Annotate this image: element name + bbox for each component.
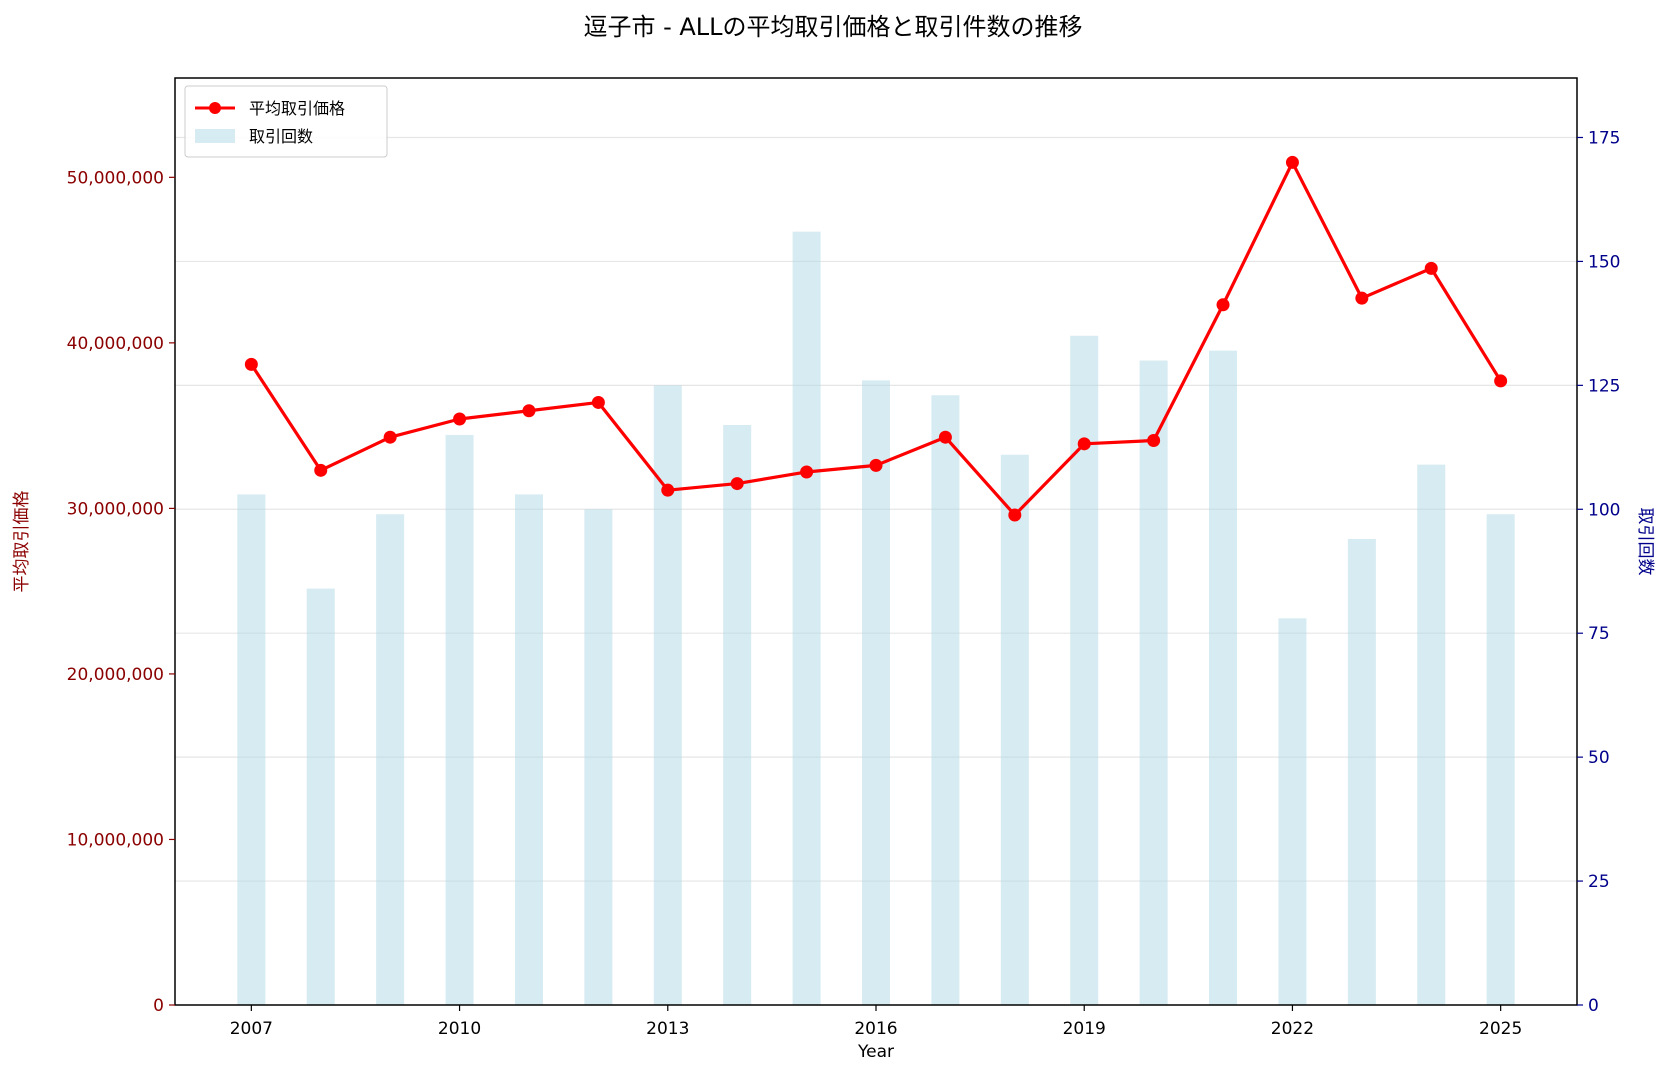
y-right-tick-label: 75 [1588,624,1610,644]
legend-label-count: 取引回数 [249,127,313,146]
y-right-tick-label: 125 [1588,376,1620,396]
y-right-tick-label: 150 [1588,252,1620,272]
bar [306,588,335,1005]
y-right-tick-label: 50 [1588,748,1610,768]
line-point [800,465,814,479]
line-point [1147,434,1161,448]
line-series [244,155,1508,522]
y-axis-left-label: 平均取引価格 [12,491,32,593]
y-axis-right-label: 取引回数 [1635,508,1655,576]
bar-series [237,231,1515,1006]
y-right-tick-label: 100 [1588,500,1620,520]
legend-marker-swatch [209,102,221,114]
x-tick-label: 2016 [854,1019,897,1039]
line-point [383,430,397,444]
x-tick-label: 2010 [438,1019,481,1039]
x-axis-label: Year [857,1042,894,1062]
bar [1486,514,1515,1005]
y-left-tick-label: 10,000,000 [67,830,164,850]
bar [1417,464,1446,1006]
bar [1139,360,1168,1005]
bar [1070,335,1099,1005]
line-point [938,430,952,444]
line-point [314,463,328,477]
y-left-tick-label: 0 [153,996,164,1016]
y-right-tick-label: 175 [1588,128,1620,148]
x-tick-label: 2022 [1271,1019,1314,1039]
line-point [869,458,883,472]
bar [1000,454,1029,1005]
chart-title: 逗子市 - ALLの平均取引価格と取引件数の推移 [583,13,1082,41]
y-left-tick-label: 30,000,000 [67,499,164,519]
x-tick-label: 2019 [1063,1019,1106,1039]
y-axis-left: 0 10,000,000 20,000,000 30,000,000 40,000,00… [67,168,175,1016]
bar [237,494,266,1005]
line-point [1008,508,1022,522]
legend-label-price: 平均取引価格 [249,99,345,118]
y-right-tick-label: 0 [1588,996,1599,1016]
line-point [1424,261,1438,275]
x-axis: 2007 2010 2013 2016 2019 2022 2025 [230,1005,1522,1039]
bar [1347,539,1376,1005]
bar [931,395,960,1005]
legend-bar-swatch [195,129,235,143]
x-tick-label: 2007 [230,1019,273,1039]
line-point [244,357,258,371]
y-axis-right: 0 25 50 75 100 125 150 175 [1577,128,1620,1016]
bar [445,434,474,1005]
bar [514,494,543,1005]
line-point [1355,291,1369,305]
bar [792,231,821,1005]
bar [1278,618,1307,1005]
bar [1209,350,1238,1005]
line-point [453,412,467,426]
line-point [1494,374,1508,388]
bar [862,380,890,1005]
line-point [1285,155,1299,169]
bar [723,425,752,1005]
bar [584,509,613,1005]
y-left-tick-label: 20,000,000 [67,665,164,685]
legend: 平均取引価格 取引回数 [184,85,388,158]
line-point [591,395,605,409]
y-left-tick-label: 50,000,000 [67,168,164,188]
legend-box [184,85,388,158]
bar [376,514,405,1005]
x-tick-label: 2013 [646,1019,689,1039]
y-right-tick-label: 25 [1588,872,1610,892]
line-point [1077,437,1091,451]
line-point [730,477,744,491]
line-point [661,483,675,497]
x-tick-label: 2025 [1479,1019,1522,1039]
line-point [1216,298,1230,312]
line-point [522,404,536,418]
y-left-tick-label: 40,000,000 [67,334,164,354]
